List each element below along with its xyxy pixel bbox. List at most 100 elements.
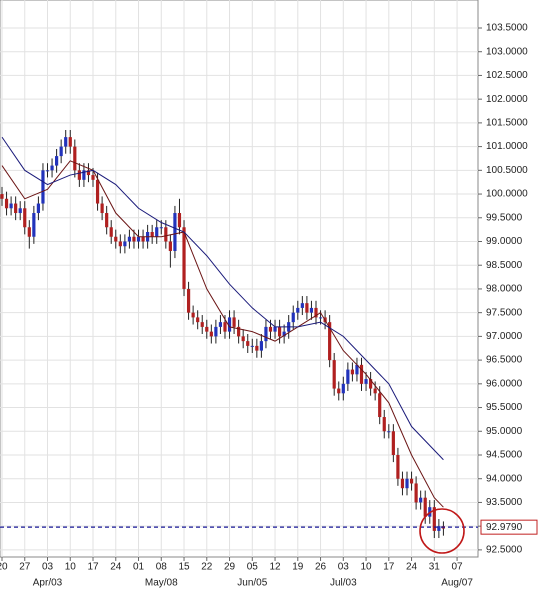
x-tick-label: 31 bbox=[429, 562, 441, 573]
candle-body bbox=[86, 170, 91, 176]
y-tick-label: 101.5000 bbox=[486, 118, 528, 129]
x-tick-label: 22 bbox=[201, 562, 213, 573]
candle-body bbox=[50, 165, 54, 171]
candle-body bbox=[150, 232, 154, 237]
candle-body bbox=[23, 208, 27, 228]
candle-body bbox=[32, 213, 36, 237]
candle-body bbox=[364, 379, 368, 384]
candle-body bbox=[419, 497, 423, 503]
y-tick-label: 97.5000 bbox=[486, 307, 523, 318]
highlight-circle bbox=[419, 508, 465, 554]
candle-body bbox=[314, 307, 318, 318]
candle-body bbox=[300, 303, 304, 308]
candle-body bbox=[82, 170, 86, 180]
candle-body bbox=[400, 478, 405, 489]
candle-body bbox=[136, 236, 141, 242]
y-tick-label: 99.5000 bbox=[486, 212, 523, 223]
candle-body bbox=[77, 170, 81, 180]
y-tick-label: 102.5000 bbox=[486, 70, 528, 81]
x-tick-label: 24 bbox=[406, 562, 418, 573]
candle-body bbox=[250, 345, 254, 347]
x-tick-label: 07 bbox=[452, 562, 464, 573]
candle-body bbox=[264, 326, 268, 342]
month-label: Jun/05 bbox=[237, 578, 267, 589]
candle-body bbox=[123, 241, 127, 247]
candle-body bbox=[259, 341, 263, 351]
month-label: Jul/03 bbox=[330, 578, 357, 589]
candle-body bbox=[27, 227, 31, 237]
y-tick-label: 100.0000 bbox=[486, 189, 528, 200]
candle-body bbox=[214, 326, 218, 337]
x-tick-label: 01 bbox=[133, 562, 145, 573]
candle-body bbox=[396, 454, 400, 479]
candle-body bbox=[218, 322, 223, 327]
candle-body bbox=[332, 360, 336, 389]
x-tick-label: 10 bbox=[360, 562, 372, 573]
candle-body bbox=[373, 388, 377, 394]
candle-body bbox=[132, 236, 136, 242]
current-price-box bbox=[480, 519, 538, 535]
x-tick-label: 05 bbox=[247, 562, 259, 573]
x-tick-label: 15 bbox=[178, 562, 190, 573]
candle-body bbox=[232, 317, 236, 327]
candle-body bbox=[91, 175, 95, 180]
candle-body bbox=[414, 483, 418, 503]
candle-body bbox=[241, 336, 245, 342]
candle-body bbox=[109, 227, 113, 237]
y-tick-label: 99.0000 bbox=[486, 236, 523, 247]
candle-body bbox=[159, 227, 163, 229]
y-tick-label: 103.0000 bbox=[486, 46, 528, 57]
x-tick-label: 20 bbox=[0, 562, 8, 573]
candle-body bbox=[209, 331, 213, 337]
y-tick-label: 102.0000 bbox=[486, 94, 528, 105]
candle-body bbox=[305, 303, 309, 313]
x-tick-label: 03 bbox=[42, 562, 54, 573]
candle-body bbox=[68, 137, 72, 147]
candle-body bbox=[95, 179, 100, 204]
candle-body bbox=[227, 317, 232, 332]
plot-area bbox=[0, 0, 479, 558]
y-tick-label: 98.0000 bbox=[486, 284, 523, 295]
y-tick-label: 94.5000 bbox=[486, 450, 523, 461]
candle-body bbox=[200, 322, 204, 327]
month-label: May/08 bbox=[145, 578, 178, 589]
candle-body bbox=[155, 227, 159, 237]
candle-body bbox=[41, 170, 45, 204]
candle-body bbox=[277, 326, 282, 337]
x-tick-label: 12 bbox=[269, 562, 281, 573]
candle-body bbox=[246, 341, 250, 346]
candle-body bbox=[359, 364, 364, 384]
y-tick-label: 96.5000 bbox=[486, 355, 523, 366]
candle-body bbox=[318, 317, 323, 319]
y-tick-label: 93.5000 bbox=[486, 497, 523, 508]
current-price-label: 92.9790 bbox=[486, 522, 523, 533]
month-label: Aug/07 bbox=[441, 578, 473, 589]
moving-average bbox=[1, 136, 444, 461]
x-tick-label: 26 bbox=[315, 562, 327, 573]
candle-body bbox=[405, 478, 409, 489]
candle-body bbox=[14, 203, 18, 214]
y-tick-label: 95.0000 bbox=[486, 426, 523, 437]
x-tick-label: 27 bbox=[19, 562, 31, 573]
candle-body bbox=[205, 326, 209, 332]
candle-body bbox=[237, 326, 241, 337]
candle-body bbox=[378, 393, 382, 418]
candle-body bbox=[432, 507, 436, 531]
x-tick-label: 17 bbox=[383, 562, 395, 573]
y-tick-label: 103.5000 bbox=[486, 23, 528, 34]
candle-body bbox=[186, 288, 191, 313]
y-tick-label: 92.5000 bbox=[486, 545, 523, 556]
candle-body bbox=[45, 170, 50, 172]
candle-body bbox=[296, 307, 300, 313]
candle-body bbox=[4, 198, 9, 209]
y-tick-label: 97.0000 bbox=[486, 331, 523, 342]
x-tick-label: 24 bbox=[110, 562, 122, 573]
candle-body bbox=[369, 379, 373, 389]
candle-body bbox=[141, 236, 145, 242]
candle-body bbox=[409, 478, 414, 484]
y-tick-label: 100.5000 bbox=[486, 165, 528, 176]
candle-body bbox=[341, 383, 345, 394]
candle-body bbox=[173, 213, 177, 251]
candle-body bbox=[223, 322, 227, 332]
candle-body bbox=[0, 194, 4, 199]
